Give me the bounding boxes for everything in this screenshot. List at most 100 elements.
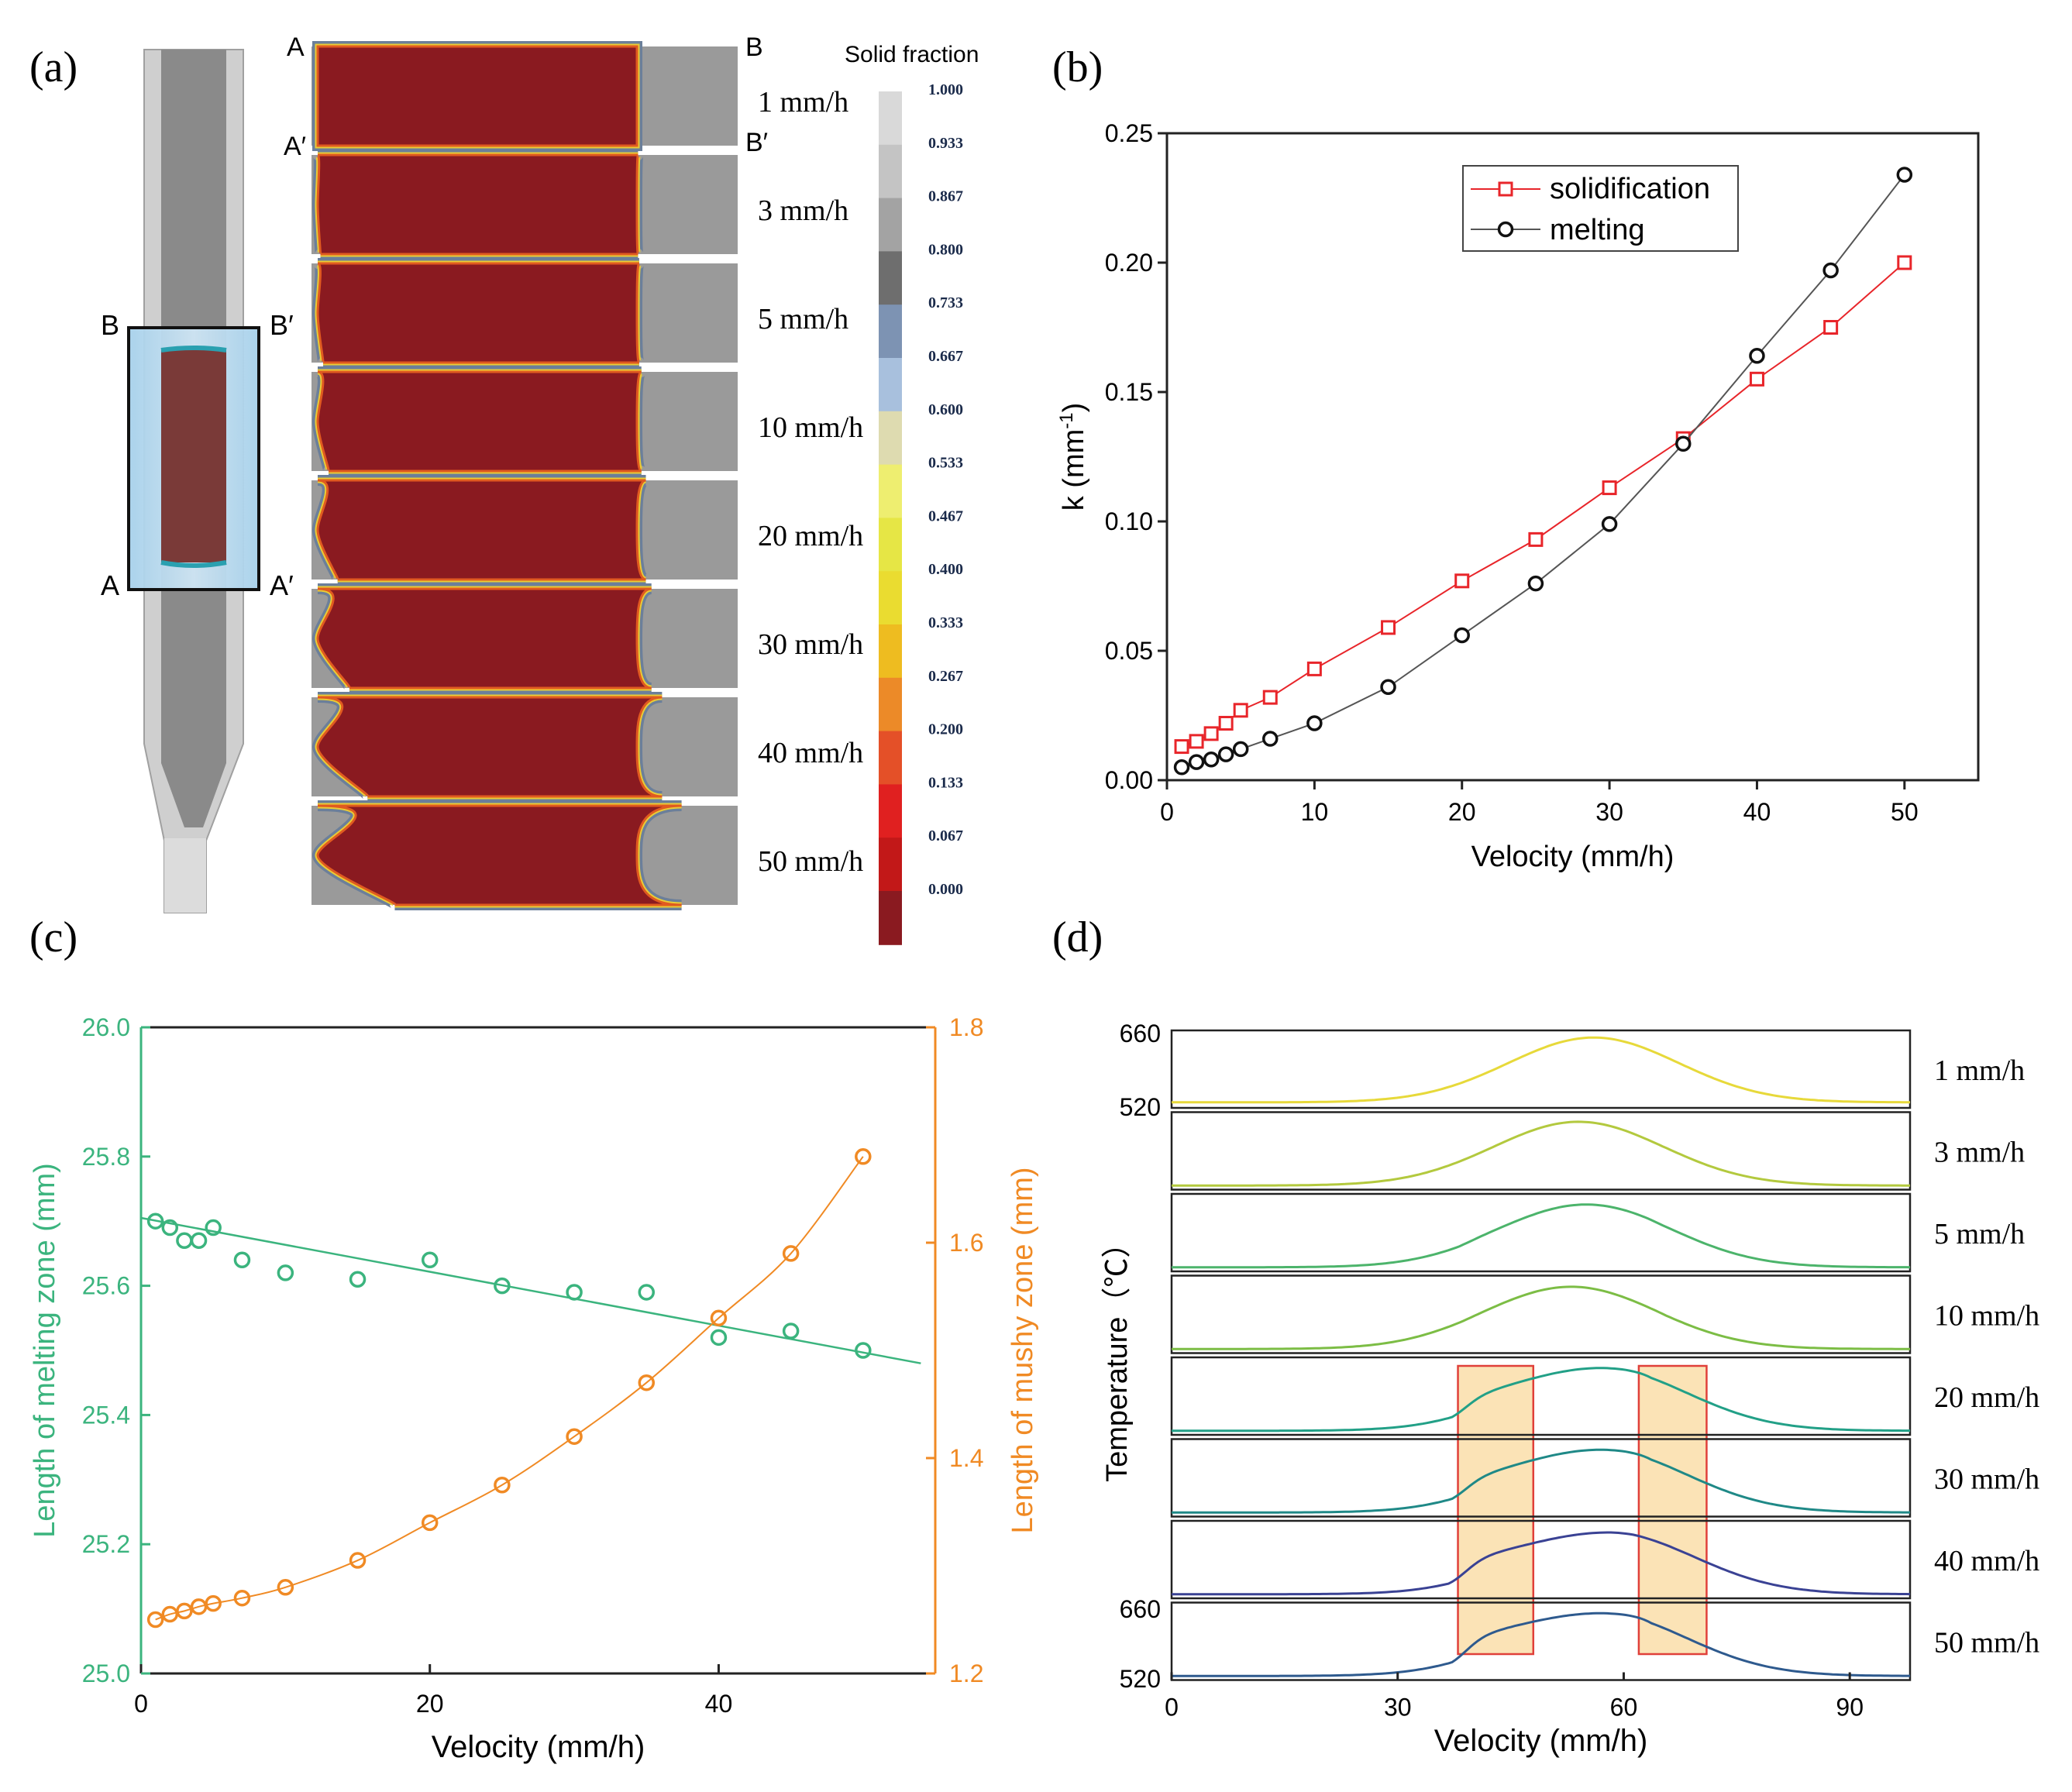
row-frame (1170, 1274, 1912, 1354)
point-solidification (1381, 620, 1396, 635)
point-solidification (1174, 739, 1189, 755)
melting-point (233, 1251, 251, 1268)
point-solidification (1306, 661, 1322, 676)
y-axis-label-sup: -1 (1056, 412, 1077, 428)
row-frame (1170, 1192, 1912, 1273)
strip-speed-label: 40 mm/h (758, 737, 863, 769)
y-axis-label-end: ) (1058, 403, 1090, 413)
melting-point (566, 1284, 583, 1301)
x-axis-label: Velocity (mm/h) (1434, 1724, 1648, 1758)
colorbar-tick: 0.333 (928, 614, 963, 631)
strip-3 (311, 366, 738, 476)
left-tick-label: 25.4 (82, 1401, 130, 1429)
left-tick-label: 25.8 (82, 1143, 130, 1171)
mushy-point (638, 1374, 656, 1391)
colorbar-tick: 1.000 (928, 81, 963, 98)
row-speed-label: 50 mm/h (1934, 1627, 2039, 1660)
x-tick-label: 0 (134, 1690, 148, 1718)
liquid-region (316, 479, 647, 581)
row-speed-label: 30 mm/h (1934, 1464, 2039, 1496)
x-tick-label: 30 (1384, 1694, 1412, 1721)
melting-point (161, 1219, 179, 1237)
series-line-melting (1181, 174, 1905, 769)
legend-label-melting: melting (1550, 214, 1645, 246)
x-axis-label: Velocity (mm/h) (432, 1730, 645, 1764)
colorbar-segment (879, 624, 902, 679)
x-axis-label: Velocity (mm/h) (1471, 841, 1674, 873)
melting-point (855, 1342, 872, 1359)
strip-6 (311, 692, 738, 802)
point-melting (1527, 575, 1544, 592)
row-frame (1170, 1601, 1912, 1681)
mushy-point (494, 1477, 511, 1494)
row-frame (1170, 1356, 1912, 1436)
label-B-prime: B′ (270, 309, 294, 341)
legend: solidification melting (1462, 165, 1739, 252)
x-tick-label: 10 (1301, 798, 1329, 826)
right-tick-label: 1.8 (949, 1013, 983, 1041)
y-tick-label-bottom-520: 520 (1120, 1665, 1161, 1693)
mushy-point (782, 1245, 800, 1262)
melting-fit-line (140, 1216, 921, 1364)
chart-d: 1 mm/h 3 mm/h 5 mm/h 10 mm/h 20 mm/h 30 mm/h 4… (1101, 1020, 2039, 1758)
temp-curve-5 (1172, 1448, 1910, 1514)
melting-point (205, 1219, 222, 1237)
colorbar-tick: 0.667 (928, 348, 963, 365)
label-A-prime: A′ (270, 569, 294, 601)
strip-4 (311, 475, 738, 585)
colorbar-tick: 0.267 (928, 668, 963, 685)
point-melting (1380, 679, 1396, 696)
melting-point (710, 1329, 728, 1347)
strip-speed-label: 1 mm/h (758, 86, 848, 119)
panel-label-c: (c) (29, 913, 77, 961)
left-axis-label: Length of melting zone (mm) (29, 1163, 61, 1538)
colorbar-segment (879, 784, 902, 839)
melting-point (494, 1277, 511, 1295)
y-tick-label: 0.15 (1105, 378, 1153, 406)
chart-c: 0 20 40 25.0 25.2 25.4 25.6 25.8 26.0 1.2 1.4 1.6 1.… (29, 1013, 1039, 1764)
mushy-point (277, 1579, 294, 1596)
mushy-point (205, 1594, 222, 1612)
temp-curve-3 (1172, 1285, 1910, 1350)
colorbar-segment (879, 518, 902, 573)
row-speed-label: 5 mm/h (1934, 1218, 2025, 1250)
point-melting (1232, 741, 1249, 758)
melting-point (638, 1284, 656, 1301)
colorbar-tick: 0.133 (928, 774, 963, 791)
melting-point (146, 1212, 164, 1230)
furnace-schematic: B B′ A A′ (101, 49, 294, 913)
temp-curve-0 (1172, 1036, 1910, 1104)
legend-label-solidification: solidification (1550, 173, 1710, 205)
point-solidification (1897, 255, 1912, 270)
melting-point (421, 1251, 439, 1268)
point-solidification (1823, 320, 1839, 335)
colorbar-segment (879, 677, 902, 732)
right-tick-label: 1.4 (949, 1444, 983, 1472)
temp-curve-7 (1172, 1611, 1910, 1677)
strip-speed-label: 50 mm/h (758, 845, 863, 878)
molten-zone (161, 350, 226, 562)
colorbar-tick: 0.933 (928, 135, 963, 152)
temp-curve-1 (1172, 1120, 1910, 1187)
strip-speed-label: 10 mm/h (758, 411, 863, 444)
colorbar-tick: 0.600 (928, 401, 963, 418)
y-tick-label: 0.00 (1105, 766, 1153, 794)
y-tick-label: 0.25 (1105, 119, 1153, 147)
left-tick-label: 25.2 (82, 1530, 130, 1558)
label-A: A (101, 569, 119, 601)
liquid-region (316, 587, 652, 690)
colorbar-tick: 0.533 (928, 455, 963, 472)
right-axis-label: Length of mushy zone (mm) (1007, 1167, 1039, 1533)
x-tick-label: 20 (1448, 798, 1476, 826)
point-solidification (1218, 716, 1234, 731)
row-speed-label: 40 mm/h (1934, 1545, 2039, 1577)
colorbar-segment (879, 251, 902, 306)
row-speed-label: 10 mm/h (1934, 1300, 2039, 1333)
point-melting (1217, 746, 1234, 762)
row-frame (1170, 1519, 1912, 1600)
melting-point (782, 1323, 800, 1340)
left-tick-label: 25.6 (82, 1272, 130, 1300)
point-melting (1188, 754, 1205, 770)
mushy-point (233, 1589, 251, 1607)
x-tick-label: 20 (416, 1690, 444, 1718)
